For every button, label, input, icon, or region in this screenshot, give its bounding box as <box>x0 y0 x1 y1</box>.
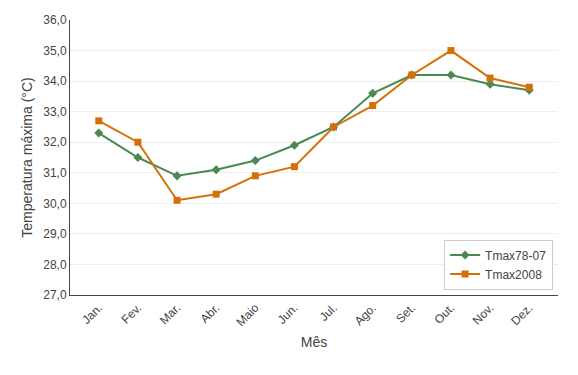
svg-text:Tmax2008: Tmax2008 <box>485 268 542 282</box>
svg-text:Out.: Out. <box>431 301 457 327</box>
svg-text:30,0: 30,0 <box>43 197 67 211</box>
svg-text:Jan.: Jan. <box>79 301 105 327</box>
svg-text:Maio: Maio <box>233 301 262 330</box>
svg-text:31,0: 31,0 <box>43 166 67 180</box>
svg-text:Set.: Set. <box>393 301 418 326</box>
svg-text:Jun.: Jun. <box>275 301 301 327</box>
svg-text:32,0: 32,0 <box>43 135 67 149</box>
svg-text:36,0: 36,0 <box>43 13 67 27</box>
svg-text:Jul.: Jul. <box>317 301 340 324</box>
svg-text:Mês: Mês <box>301 334 327 350</box>
svg-text:27,0: 27,0 <box>43 288 67 302</box>
svg-text:Ago.: Ago. <box>352 301 379 328</box>
svg-text:Tmax78-07: Tmax78-07 <box>485 249 546 263</box>
svg-text:29,0: 29,0 <box>43 227 67 241</box>
svg-text:Temperatura máxima (°C): Temperatura máxima (°C) <box>19 77 35 237</box>
svg-text:Abr.: Abr. <box>198 301 223 326</box>
svg-text:Dez.: Dez. <box>508 301 535 328</box>
svg-text:Fev.: Fev. <box>118 301 144 327</box>
svg-text:Mar.: Mar. <box>157 301 183 327</box>
svg-text:34,0: 34,0 <box>43 74 67 88</box>
svg-text:33,0: 33,0 <box>43 105 67 119</box>
svg-text:35,0: 35,0 <box>43 44 67 58</box>
svg-text:28,0: 28,0 <box>43 258 67 272</box>
svg-text:Nov.: Nov. <box>470 301 497 328</box>
